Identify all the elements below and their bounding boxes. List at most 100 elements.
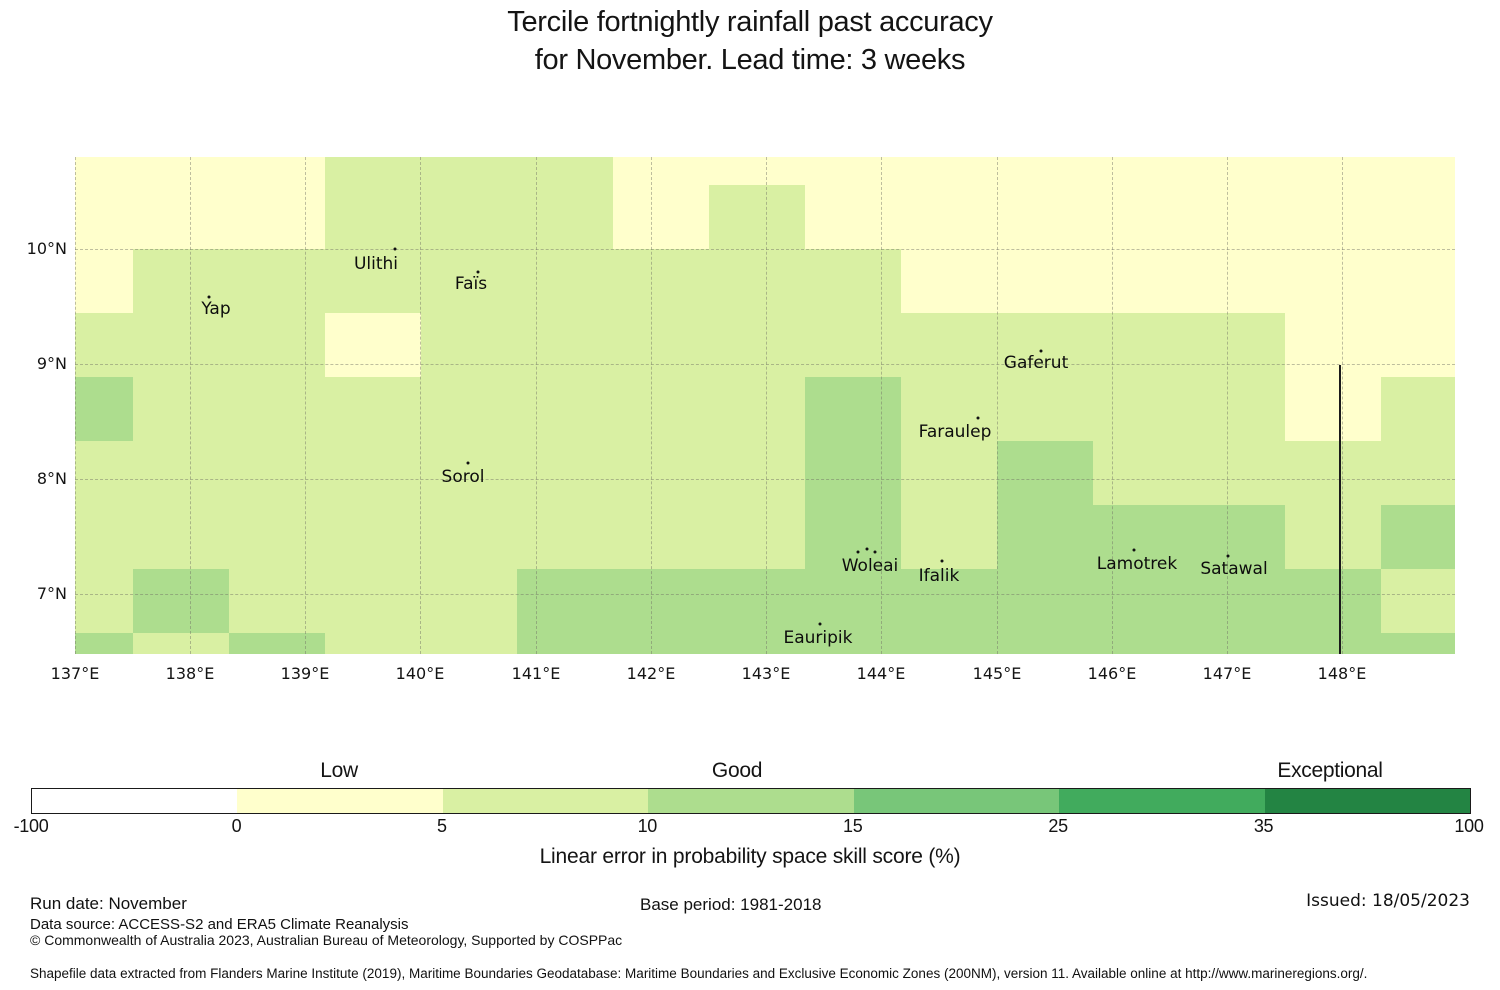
map-cell [901,157,997,185]
colorbar-tick-label: 5 [436,816,447,836]
map-cell [421,185,517,249]
map-cell [997,505,1093,569]
map-cell [997,313,1093,377]
map-cell [1381,185,1455,249]
map-cell [709,633,805,654]
map-cell [1285,569,1381,633]
issued-date-text: Issued: 18/05/2023 [1306,891,1470,911]
map-cell [709,313,805,377]
colorbar-tick-label: 0 [231,816,242,836]
island-marker-dot [393,247,397,251]
map-cell [229,313,325,377]
x-tick-label: 145°E [972,664,1022,683]
map-cell [75,313,133,377]
map-cell [1093,185,1189,249]
colorbar-category-label: Exceptional [1277,759,1383,782]
map-cell [517,313,613,377]
map-cell [517,569,613,633]
island-marker-dot [466,461,470,465]
map-cell [1285,633,1381,654]
map-cell [1093,313,1189,377]
map-cell [1285,505,1381,569]
colorbar [31,788,1471,814]
map-cell [229,185,325,249]
map-cell [1189,505,1285,569]
map-cell [133,633,229,654]
map-cell [229,377,325,441]
map-cell [133,157,229,185]
map-cell [517,633,613,654]
map-cell [325,249,421,313]
longitude-gridline [75,157,76,654]
copyright-text: © Commonwealth of Australia 2023, Austra… [30,932,623,948]
island-marker-dot [476,270,480,274]
island-label-fais: Faïs [454,274,488,294]
map-cell [1285,249,1381,313]
island-label-faraulep: Faraulep [918,422,992,442]
map-cell [613,505,709,569]
y-tick-label: 7°N [36,584,67,603]
longitude-gridline [766,157,767,654]
map-cell [997,185,1093,249]
map-cell [421,157,517,185]
island-marker-dot [940,559,944,563]
map-cell [421,377,517,441]
map-cell [1189,569,1285,633]
island-label-gaferut: Gaferut [1003,353,1069,373]
x-tick-label: 140°E [395,664,445,683]
map-cell [75,157,133,185]
run-date-text: Run date: November [30,894,187,913]
colorbar-tick-label: 100 [1454,816,1484,836]
island-marker-dot [865,547,869,551]
map-cell [421,569,517,633]
map-cell [1189,157,1285,185]
x-tick-label: 144°E [856,664,906,683]
longitude-gridline [536,157,537,654]
longitude-gridline [1342,157,1343,654]
map-cell [229,633,325,654]
colorbar-segment [648,789,854,813]
latitude-gridline [75,594,1455,595]
map-cell [229,157,325,185]
map-cell [1189,249,1285,313]
map-cell [805,249,901,313]
island-label-yap: Yap [201,299,231,319]
map-cell [997,249,1093,313]
map-cell [1093,569,1189,633]
map-cell [901,185,997,249]
map-cell [75,505,133,569]
map-cell [325,505,421,569]
map-cell [709,185,805,249]
x-tick-label: 146°E [1087,664,1137,683]
map-cell [325,313,421,377]
map-cell [997,441,1093,505]
map-cell [1189,633,1285,654]
island-marker-dot [856,550,860,554]
colorbar-category-label: Low [320,759,358,782]
map-cell [75,185,133,249]
map-cell [133,569,229,633]
island-marker-dot [1039,349,1043,353]
island-label-satawal: Satawal [1200,559,1268,579]
map-cell [1093,441,1189,505]
map-cell [1285,157,1381,185]
map-cell [901,377,997,441]
map-cell [805,633,901,654]
map-cell [901,249,997,313]
map-cell [133,185,229,249]
map-cell [133,505,229,569]
colorbar-segment [237,789,443,813]
map-cell [229,505,325,569]
map-cell [133,313,229,377]
chart-title-line2: for November. Lead time: 3 weeks [534,44,966,76]
map-cell [709,249,805,313]
map-cell [325,157,421,185]
map-cell [613,569,709,633]
map-cell [517,441,613,505]
island-marker-dot [207,295,211,299]
map-cell [613,377,709,441]
map-cell [1093,249,1189,313]
longitude-gridline [305,157,306,654]
colorbar-category-label: Good [711,759,763,782]
